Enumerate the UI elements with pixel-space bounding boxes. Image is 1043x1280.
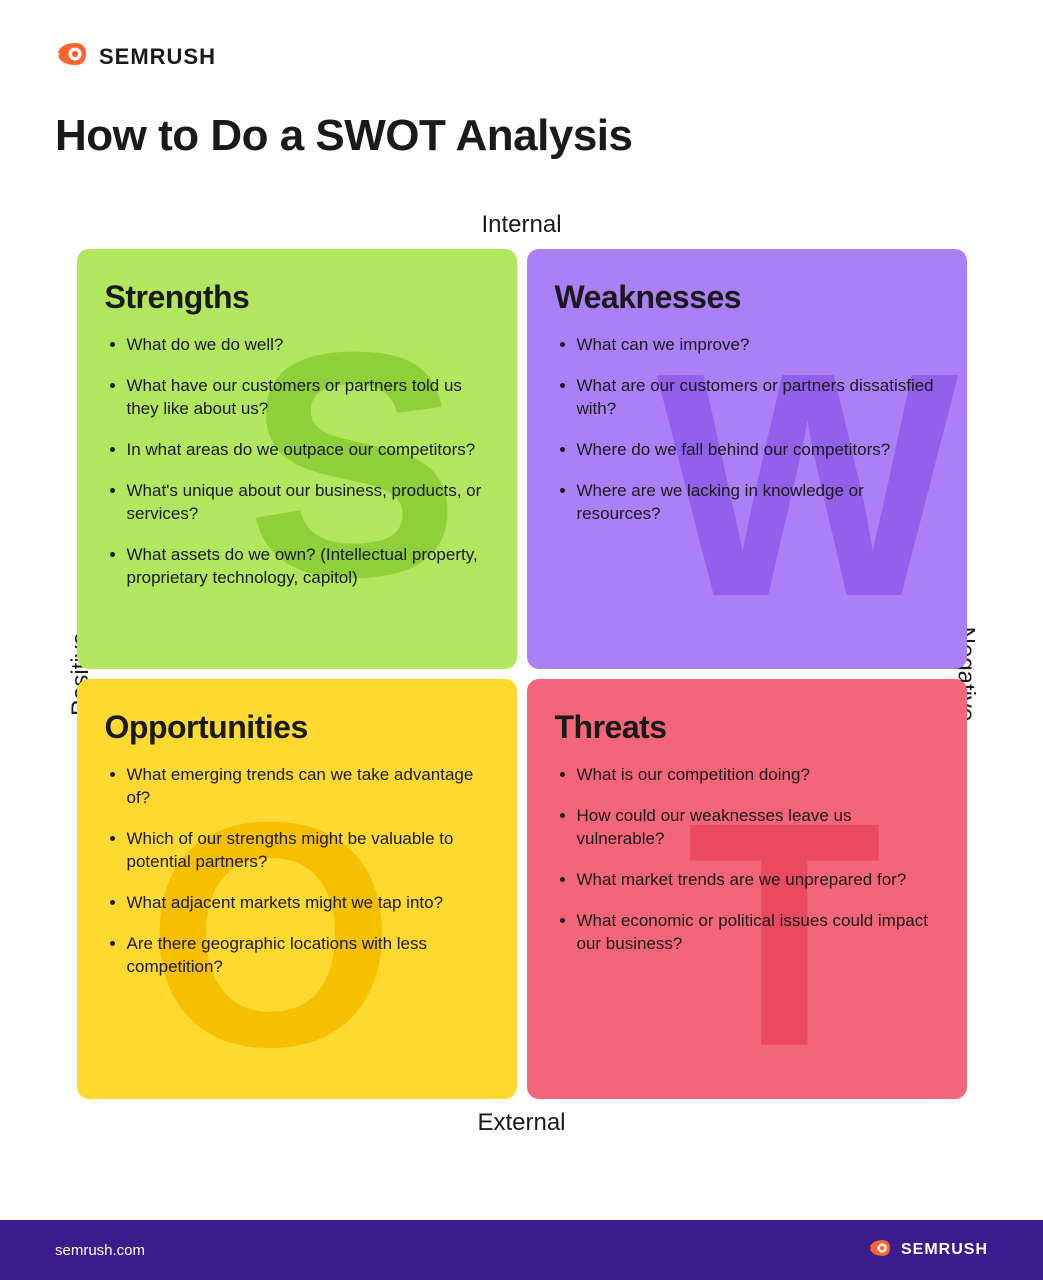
list-item: What emerging trends can we take advanta… xyxy=(127,764,489,810)
page-title: How to Do a SWOT Analysis xyxy=(55,111,988,161)
quadrant-opportunities: O Opportunities What emerging trends can… xyxy=(77,679,517,1099)
brand-header: SEMRUSH xyxy=(55,40,988,73)
list-item: What economic or political issues could … xyxy=(577,910,939,956)
brand-name: SEMRUSH xyxy=(99,44,216,70)
quadrant-list: What do we do well? What have our custome… xyxy=(105,334,489,590)
quadrant-title: Weaknesses xyxy=(555,279,939,316)
quadrant-title: Opportunities xyxy=(105,709,489,746)
quadrant-list: What emerging trends can we take advanta… xyxy=(105,764,489,979)
list-item: What's unique about our business, produc… xyxy=(127,480,489,526)
axis-top-label: Internal xyxy=(77,201,967,249)
quadrant-strengths: S Strengths What do we do well?What have… xyxy=(77,249,517,669)
footer-brand-text: SEMRUSH xyxy=(901,1241,988,1259)
list-item: What do we do well? xyxy=(127,334,489,357)
list-item: What assets do we own? (Intellectual pro… xyxy=(127,544,489,590)
list-item: What adjacent markets might we tap into? xyxy=(127,892,489,915)
list-item: Where do we fall behind our competitors? xyxy=(577,439,939,462)
quadrant-threats: T Threats What is our competition doing?… xyxy=(527,679,967,1099)
footer-bar: semrush.com SEMRUSH xyxy=(0,1220,1043,1280)
swot-matrix: Internal Positive Negative S Strengths W… xyxy=(77,201,967,1147)
list-item: What is our competition doing? xyxy=(577,764,939,787)
quadrant-list: What is our competition doing? How could … xyxy=(555,764,939,956)
list-item: What have our customers or partners told… xyxy=(127,375,489,421)
list-item: Which of our strengths might be valuable… xyxy=(127,828,489,874)
list-item: What market trends are we unprepared for… xyxy=(577,869,939,892)
quadrant-title: Threats xyxy=(555,709,939,746)
quadrant-title: Strengths xyxy=(105,279,489,316)
flame-icon xyxy=(55,40,89,73)
footer-brand: SEMRUSH xyxy=(867,1238,988,1263)
flame-icon xyxy=(867,1238,893,1263)
list-item: In what areas do we outpace our competit… xyxy=(127,439,489,462)
list-item: What are our customers or partners dissa… xyxy=(577,375,939,421)
list-item: Are there geographic locations with less… xyxy=(127,933,489,979)
quadrant-weaknesses: W Weaknesses What can we improve?What ar… xyxy=(527,249,967,669)
list-item: Where are we lacking in knowledge or res… xyxy=(577,480,939,526)
axis-bottom-label: External xyxy=(77,1099,967,1147)
list-item: What can we improve? xyxy=(577,334,939,357)
footer-url: semrush.com xyxy=(55,1242,145,1259)
list-item: How could our weaknesses leave us vulner… xyxy=(577,805,939,851)
quadrant-list: What can we improve? What are our custome… xyxy=(555,334,939,526)
